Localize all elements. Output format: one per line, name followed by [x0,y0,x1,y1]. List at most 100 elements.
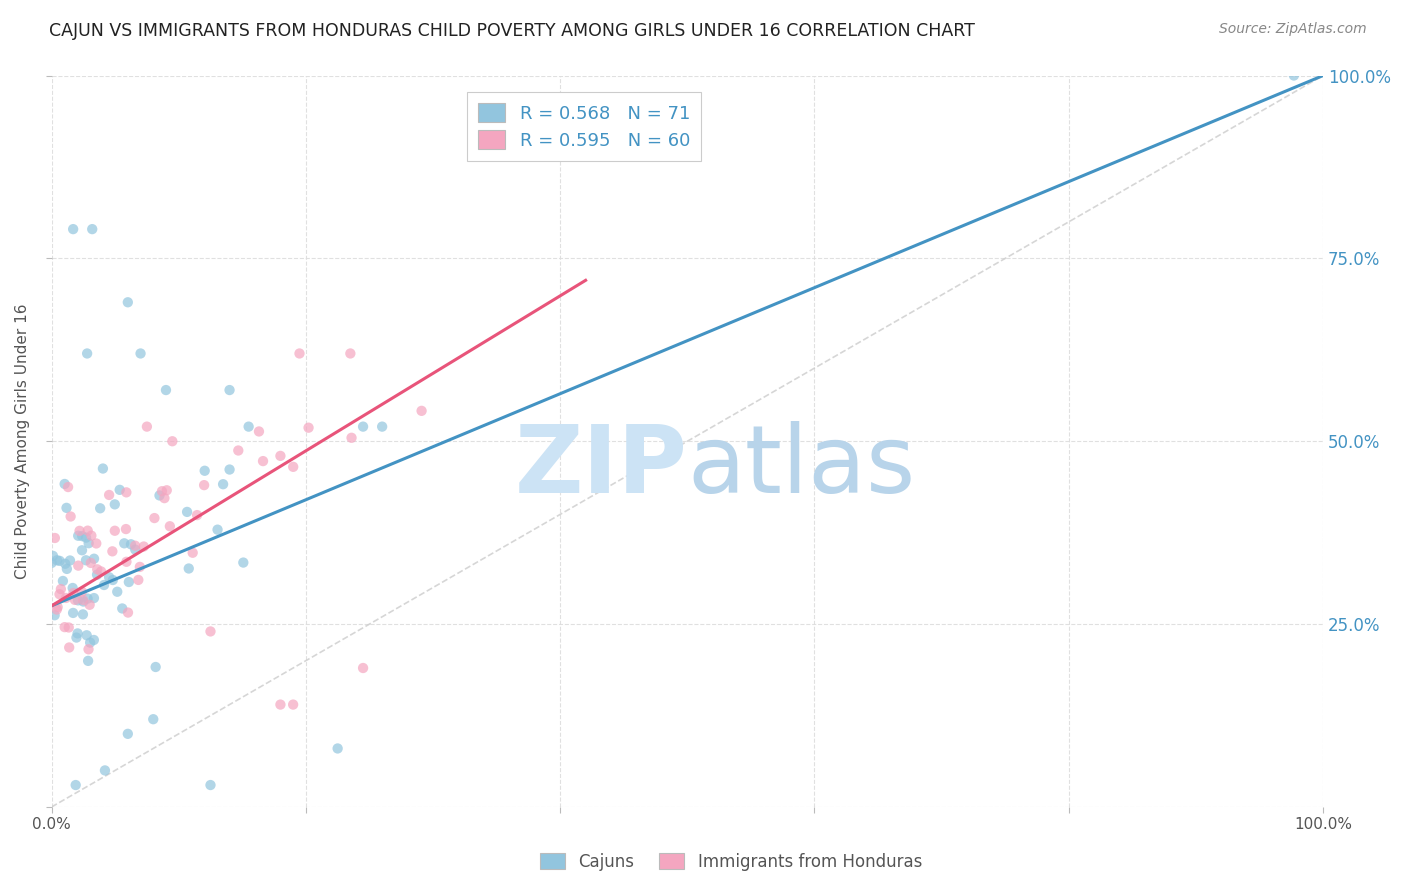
Point [105,584,128,599]
Legend: R = 0.568   N = 71, R = 0.595   N = 60: R = 0.568 N = 71, R = 0.595 N = 60 [467,92,702,161]
Point [44,531,66,545]
Point [58,640,80,655]
Point [142,712,165,726]
Point [77,654,100,668]
Point [127,573,149,587]
Point [48,587,70,601]
Point [98,570,121,584]
Point [66,626,89,640]
Point [143,511,166,525]
Point [145,660,167,674]
Point [69,524,91,538]
Point [194,464,217,478]
Point [90,565,112,579]
Point [62,222,84,236]
Point [117,606,139,620]
Point [62,581,84,595]
Point [117,295,139,310]
Point [281,698,304,712]
Point [72,607,94,622]
Point [162,434,184,449]
Point [53,477,76,491]
Point [56,480,79,494]
Point [156,483,179,498]
Point [94,764,117,778]
Point [49,582,72,596]
Point [91,461,114,475]
Point [124,539,146,553]
Point [89,501,111,516]
Point [371,419,394,434]
Point [104,497,127,511]
Point [269,698,291,712]
Point [104,524,127,538]
Point [59,553,82,567]
Point [269,449,291,463]
Point [218,383,240,397]
Point [340,431,363,445]
Point [177,561,200,575]
Point [79,635,101,649]
Point [80,556,103,570]
Point [44,608,66,623]
Point [58,620,80,634]
Point [76,524,98,538]
Point [79,598,101,612]
Point [120,537,142,551]
Point [352,661,374,675]
Point [56,562,79,576]
Point [411,404,433,418]
Point [45,602,67,616]
Point [128,560,150,574]
Point [218,462,240,476]
Point [232,556,254,570]
Point [283,459,305,474]
Text: atlas: atlas [688,421,915,513]
Point [46,600,69,615]
Point [288,346,311,360]
Point [93,578,115,592]
Point [59,509,82,524]
Point [67,558,90,573]
Point [77,642,100,657]
Point [80,528,103,542]
Point [212,477,235,491]
Point [111,601,134,615]
Point [66,593,89,607]
Point [46,553,69,567]
Point [226,443,249,458]
Point [76,591,98,606]
Point [101,573,124,587]
Point [75,553,97,567]
Point [150,484,173,499]
Legend: Cajuns, Immigrants from Honduras: Cajuns, Immigrants from Honduras [531,845,931,880]
Point [65,631,87,645]
Point [155,383,177,397]
Point [83,591,105,605]
Text: CAJUN VS IMMIGRANTS FROM HONDURAS CHILD POVERTY AMONG GIRLS UNDER 16 CORRELATION: CAJUN VS IMMIGRANTS FROM HONDURAS CHILD … [49,22,976,40]
Point [200,778,222,792]
Point [72,593,94,607]
Point [129,346,152,360]
Point [55,591,77,605]
Point [77,536,100,550]
Point [132,540,155,554]
Point [115,555,138,569]
Point [207,523,229,537]
Point [42,549,65,563]
Point [62,586,84,600]
Point [252,454,274,468]
Point [326,741,349,756]
Point [84,536,107,550]
Point [247,425,270,439]
Point [159,519,181,533]
Point [53,557,76,571]
Point [153,491,176,505]
Text: Source: ZipAtlas.com: Source: ZipAtlas.com [1219,22,1367,37]
Point [1282,69,1305,83]
Point [41,556,63,570]
Point [70,584,93,599]
Point [70,529,93,543]
Point [186,508,208,522]
Point [76,628,98,642]
